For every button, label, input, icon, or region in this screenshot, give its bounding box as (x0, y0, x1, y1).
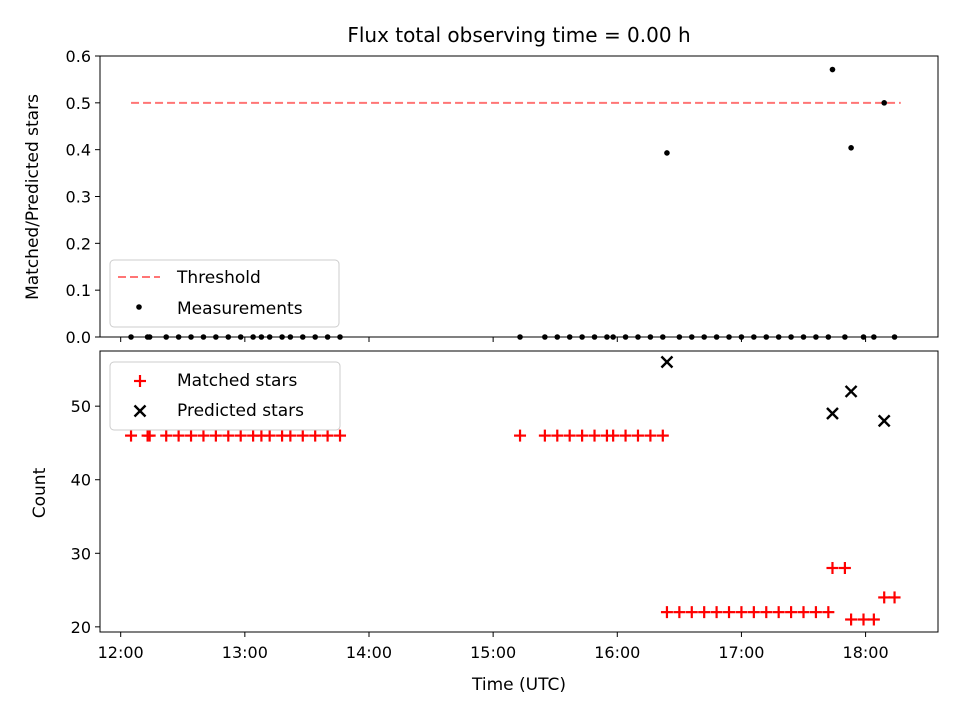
matched-star-point (698, 606, 711, 619)
matched-star-point (660, 606, 673, 619)
matched-star-point (619, 429, 632, 442)
matched-star-point (772, 606, 785, 619)
bottom-legend-box (109, 361, 341, 431)
legend-predicted-label: Predicted stars (177, 401, 304, 421)
top-y-tick-label: 0.0 (66, 328, 91, 347)
matched-star-point (785, 606, 798, 619)
legend-measurement-label: Measurements (177, 299, 303, 319)
measurement-point (881, 100, 888, 106)
matched-star-point (284, 429, 297, 442)
matched-star-point (514, 429, 527, 442)
matched-star-point (563, 429, 576, 442)
bottom-panel-frame (99, 350, 939, 633)
legend-measurement-swatch (136, 304, 142, 310)
matched-star-point (797, 606, 810, 619)
matched-star-point (735, 606, 748, 619)
matched-star-point (826, 562, 839, 575)
matched-star-point (209, 429, 222, 442)
matched-star-point (234, 429, 247, 442)
bottom-y-axis-label: Count (30, 467, 50, 518)
matched-star-point (867, 613, 880, 626)
matched-star-point (607, 429, 620, 442)
matched-star-point (222, 429, 235, 442)
top-legend: Threshold Measurements (109, 259, 340, 328)
matched-star-point (822, 606, 835, 619)
matched-star-point (334, 429, 347, 442)
bottom-y-tick-label: 20 (71, 618, 91, 637)
matched-star-point (185, 429, 198, 442)
matched-star-point (631, 429, 644, 442)
legend-threshold-label: Threshold (176, 268, 261, 288)
measurement-point (829, 66, 836, 73)
matched-star-point (760, 606, 773, 619)
top-legend-box (109, 259, 340, 328)
matched-star-point (685, 606, 698, 619)
top-y-tick-label: 0.6 (66, 47, 91, 66)
matched-star-point (125, 429, 138, 442)
matched-star-point (845, 613, 858, 626)
matched-star-point (296, 429, 309, 442)
x-tick-label: 14:00 (346, 643, 392, 662)
x-tick-label: 13:00 (222, 643, 268, 662)
top-y-axis-label: Matched/Predicted stars (23, 94, 43, 300)
top-y-tick-label: 0.4 (66, 141, 91, 160)
bottom-count-panel: 20 30 40 50 12:00 13:00 14:00 15:00 16:00 17:00 18… (71, 350, 939, 662)
bottom-y-tick-label: 40 (71, 471, 91, 490)
measurement-point (848, 144, 854, 151)
x-tick-label: 18:00 (843, 643, 889, 662)
predicted-star-point (660, 355, 674, 369)
top-y-tick-label: 0.3 (66, 188, 91, 207)
x-axis-label: Time (UTC) (471, 675, 566, 695)
matched-star-point (644, 429, 657, 442)
matched-star-point (143, 429, 156, 442)
chart-title: Flux total observing time = 0.00 h (347, 23, 690, 47)
legend-predicted-swatch (133, 404, 147, 418)
top-ratio-panel: 0.0 0.1 0.2 0.3 0.4 0.5 0.6 Threshold Measuremen… (66, 47, 939, 347)
matched-star-point (710, 606, 723, 619)
legend-matched-swatch (134, 375, 146, 387)
matched-star-point (172, 429, 185, 442)
matched-star-point (321, 429, 334, 442)
x-tick-label: 16:00 (594, 643, 640, 662)
top-y-tick-label: 0.1 (66, 281, 91, 300)
matched-star-point (809, 606, 822, 619)
matched-star-point (838, 562, 851, 575)
matched-star-point (747, 606, 760, 619)
matched-star-point (673, 606, 686, 619)
bottom-legend: Matched stars Predicted stars (109, 361, 341, 431)
matched-star-point (538, 429, 551, 442)
x-tick-label: 15:00 (470, 643, 516, 662)
top-panel-frame (99, 55, 939, 338)
predicted-star-point (826, 407, 839, 420)
predicted-star-point (877, 414, 891, 428)
matched-star-point (551, 429, 564, 442)
top-y-tick-label: 0.5 (66, 94, 91, 113)
legend-matched-label: Matched stars (177, 371, 297, 391)
predicted-star-point (844, 385, 858, 398)
top-y-tick-label: 0.2 (66, 234, 91, 253)
matched-star-point (576, 429, 589, 442)
matched-star-point (857, 613, 870, 626)
matched-star-point (656, 429, 669, 442)
matched-star-point (263, 429, 276, 442)
matched-star-point (160, 429, 173, 442)
matched-star-point (888, 591, 901, 604)
matched-star-point (588, 429, 601, 442)
x-tick-label: 12:00 (98, 643, 144, 662)
matched-star-point (197, 429, 210, 442)
measurement-point (664, 150, 670, 156)
matched-star-point (723, 606, 736, 619)
matched-star-point (878, 591, 891, 604)
x-tick-label: 17:00 (718, 643, 764, 662)
matched-star-point (309, 429, 322, 442)
bottom-y-tick-label: 30 (71, 544, 91, 563)
bottom-y-tick-label: 50 (71, 397, 91, 416)
